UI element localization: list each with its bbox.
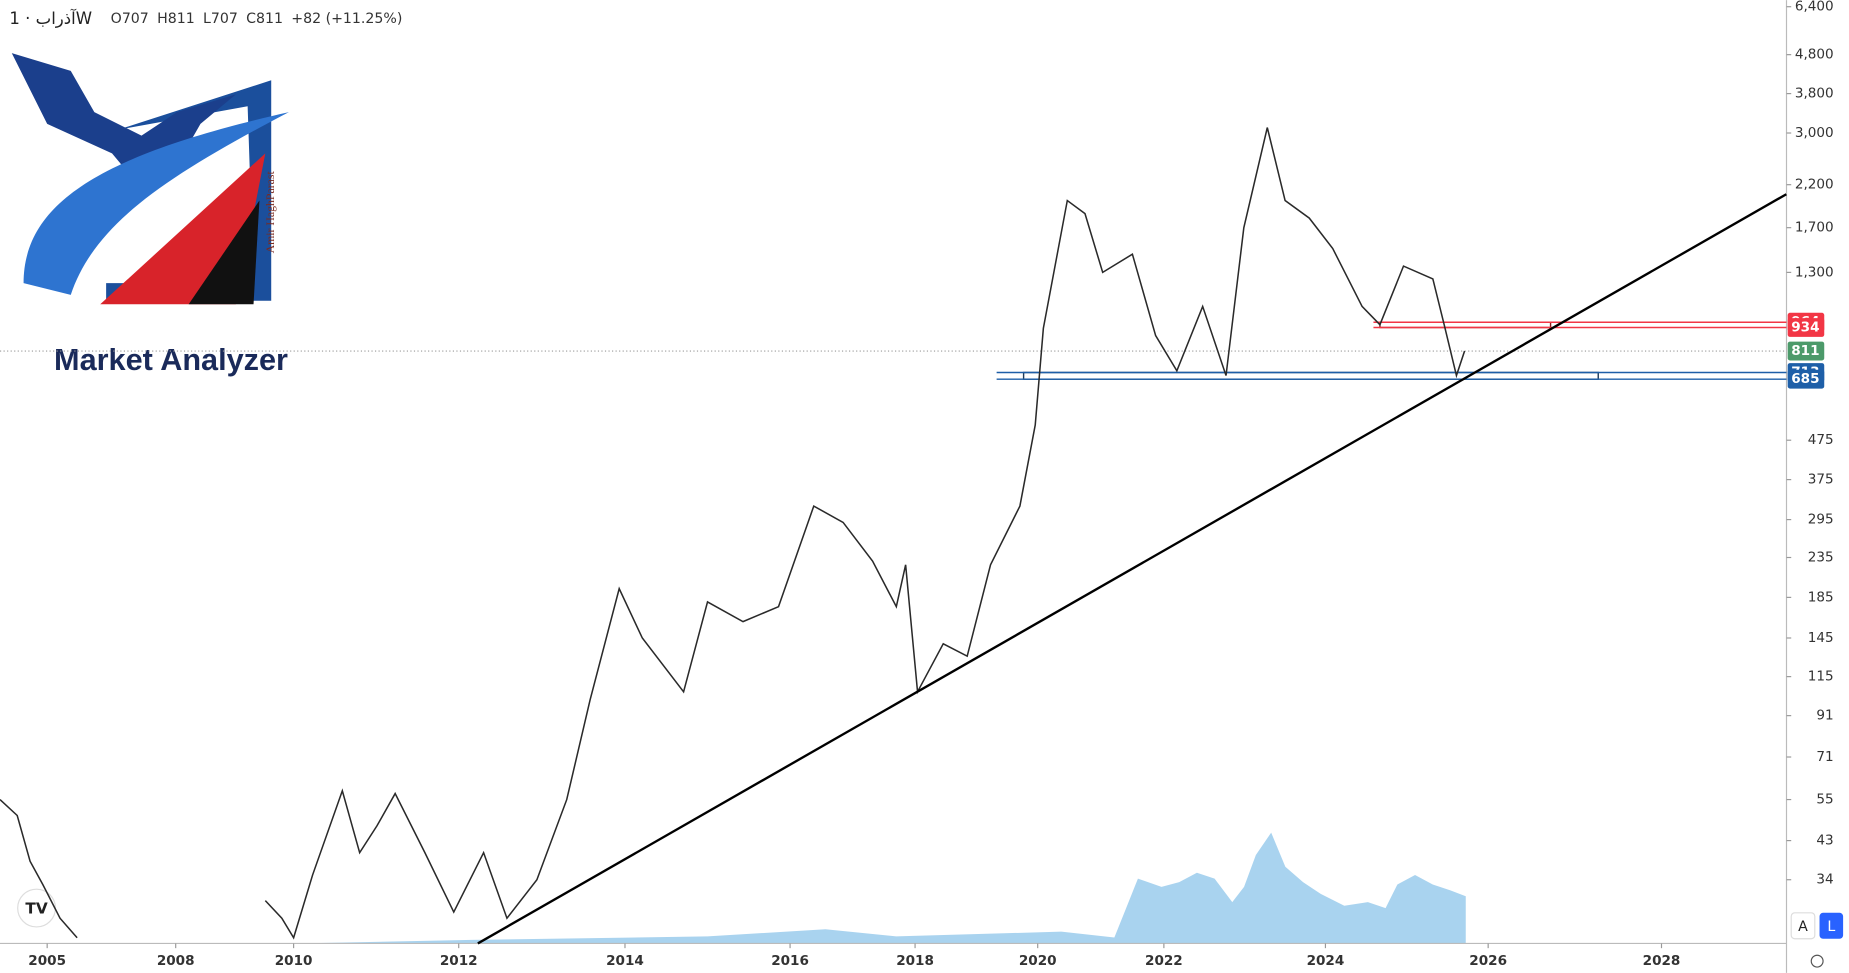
ohlc-label: C	[246, 11, 256, 27]
logo: Market Analyzer Amir HaghParast	[11, 53, 289, 377]
y-tick-label: 55	[1816, 792, 1833, 808]
y-tick-label: 145	[1808, 630, 1834, 646]
logo-author: Amir HaghParast	[263, 171, 277, 254]
price-label-box	[1787, 341, 1825, 361]
y-tick-label: 235	[1808, 550, 1834, 566]
y-tick-label: 115	[1808, 669, 1834, 685]
price-label-box	[1787, 318, 1825, 337]
log-button[interactable]	[1819, 912, 1844, 939]
y-tick-label: 185	[1808, 589, 1834, 605]
y-tick-label: 3,800	[1795, 86, 1834, 102]
y-tick-label: 34	[1816, 872, 1833, 888]
x-tick-label: 2028	[1643, 953, 1681, 969]
ohlc-value: 811	[168, 11, 195, 27]
settings-icon[interactable]	[1810, 954, 1824, 968]
logo-title: Market Analyzer	[54, 343, 288, 377]
x-tick-label: 2020	[1019, 953, 1057, 969]
trendline	[477, 193, 1787, 945]
ohlc-label: O	[111, 11, 122, 27]
y-tick-label: 43	[1816, 833, 1833, 849]
price-label: 811	[1791, 343, 1819, 359]
change: +82 (+11.25%)	[291, 11, 402, 27]
y-tick-label: 91	[1816, 708, 1833, 724]
y-tick-label: 2,200	[1795, 177, 1834, 193]
header: آذراب · 1W O707 H811 L707 C811 +82 (+11.25%)	[9, 8, 402, 28]
y-tick-label: 3,000	[1795, 125, 1834, 141]
auto-button[interactable]	[1790, 912, 1816, 940]
price-label: 934	[1791, 320, 1819, 336]
x-tick-label: 2022	[1145, 953, 1183, 969]
x-tick-label: 2005	[28, 953, 66, 969]
x-tick-label: 2026	[1469, 953, 1507, 969]
price-label-box	[1787, 369, 1825, 389]
x-tick-label: 2014	[606, 953, 644, 969]
ohlc-value: 707	[122, 11, 149, 27]
y-tick-label: 475	[1808, 432, 1834, 448]
auto-button-label[interactable]: A	[1798, 919, 1808, 935]
volume-area	[294, 832, 1466, 944]
x-tick-label: 2024	[1307, 953, 1345, 969]
x-tick-label: 2016	[771, 953, 809, 969]
logo-black	[188, 200, 260, 305]
x-tick-label: 2008	[157, 953, 195, 969]
ohlc-label: H	[157, 11, 168, 27]
symbol-title: آذراب · 1W	[9, 8, 92, 28]
logo-swoosh	[23, 112, 289, 295]
ohlc-value: 707	[211, 11, 238, 27]
y-tick-label: 1,300	[1795, 264, 1834, 280]
x-tick-label: 2012	[440, 953, 478, 969]
y-tick-label: 295	[1808, 512, 1834, 528]
y-tick-label: 375	[1808, 472, 1834, 488]
y-tick-label: 6,400	[1795, 0, 1834, 15]
x-tick-label: 2010	[275, 953, 313, 969]
price-label: 685	[1791, 371, 1819, 387]
tv-logo-mark: TV	[25, 900, 47, 918]
log-button-label[interactable]: L	[1827, 919, 1835, 935]
y-tick-label: 4,800	[1795, 47, 1834, 63]
y-tick-label: 1,700	[1795, 220, 1834, 236]
y-tick-label: 71	[1816, 749, 1833, 765]
x-tick-label: 2018	[896, 953, 934, 969]
ohlc-value: 811	[256, 11, 283, 27]
ohlc-label: L	[203, 11, 211, 27]
